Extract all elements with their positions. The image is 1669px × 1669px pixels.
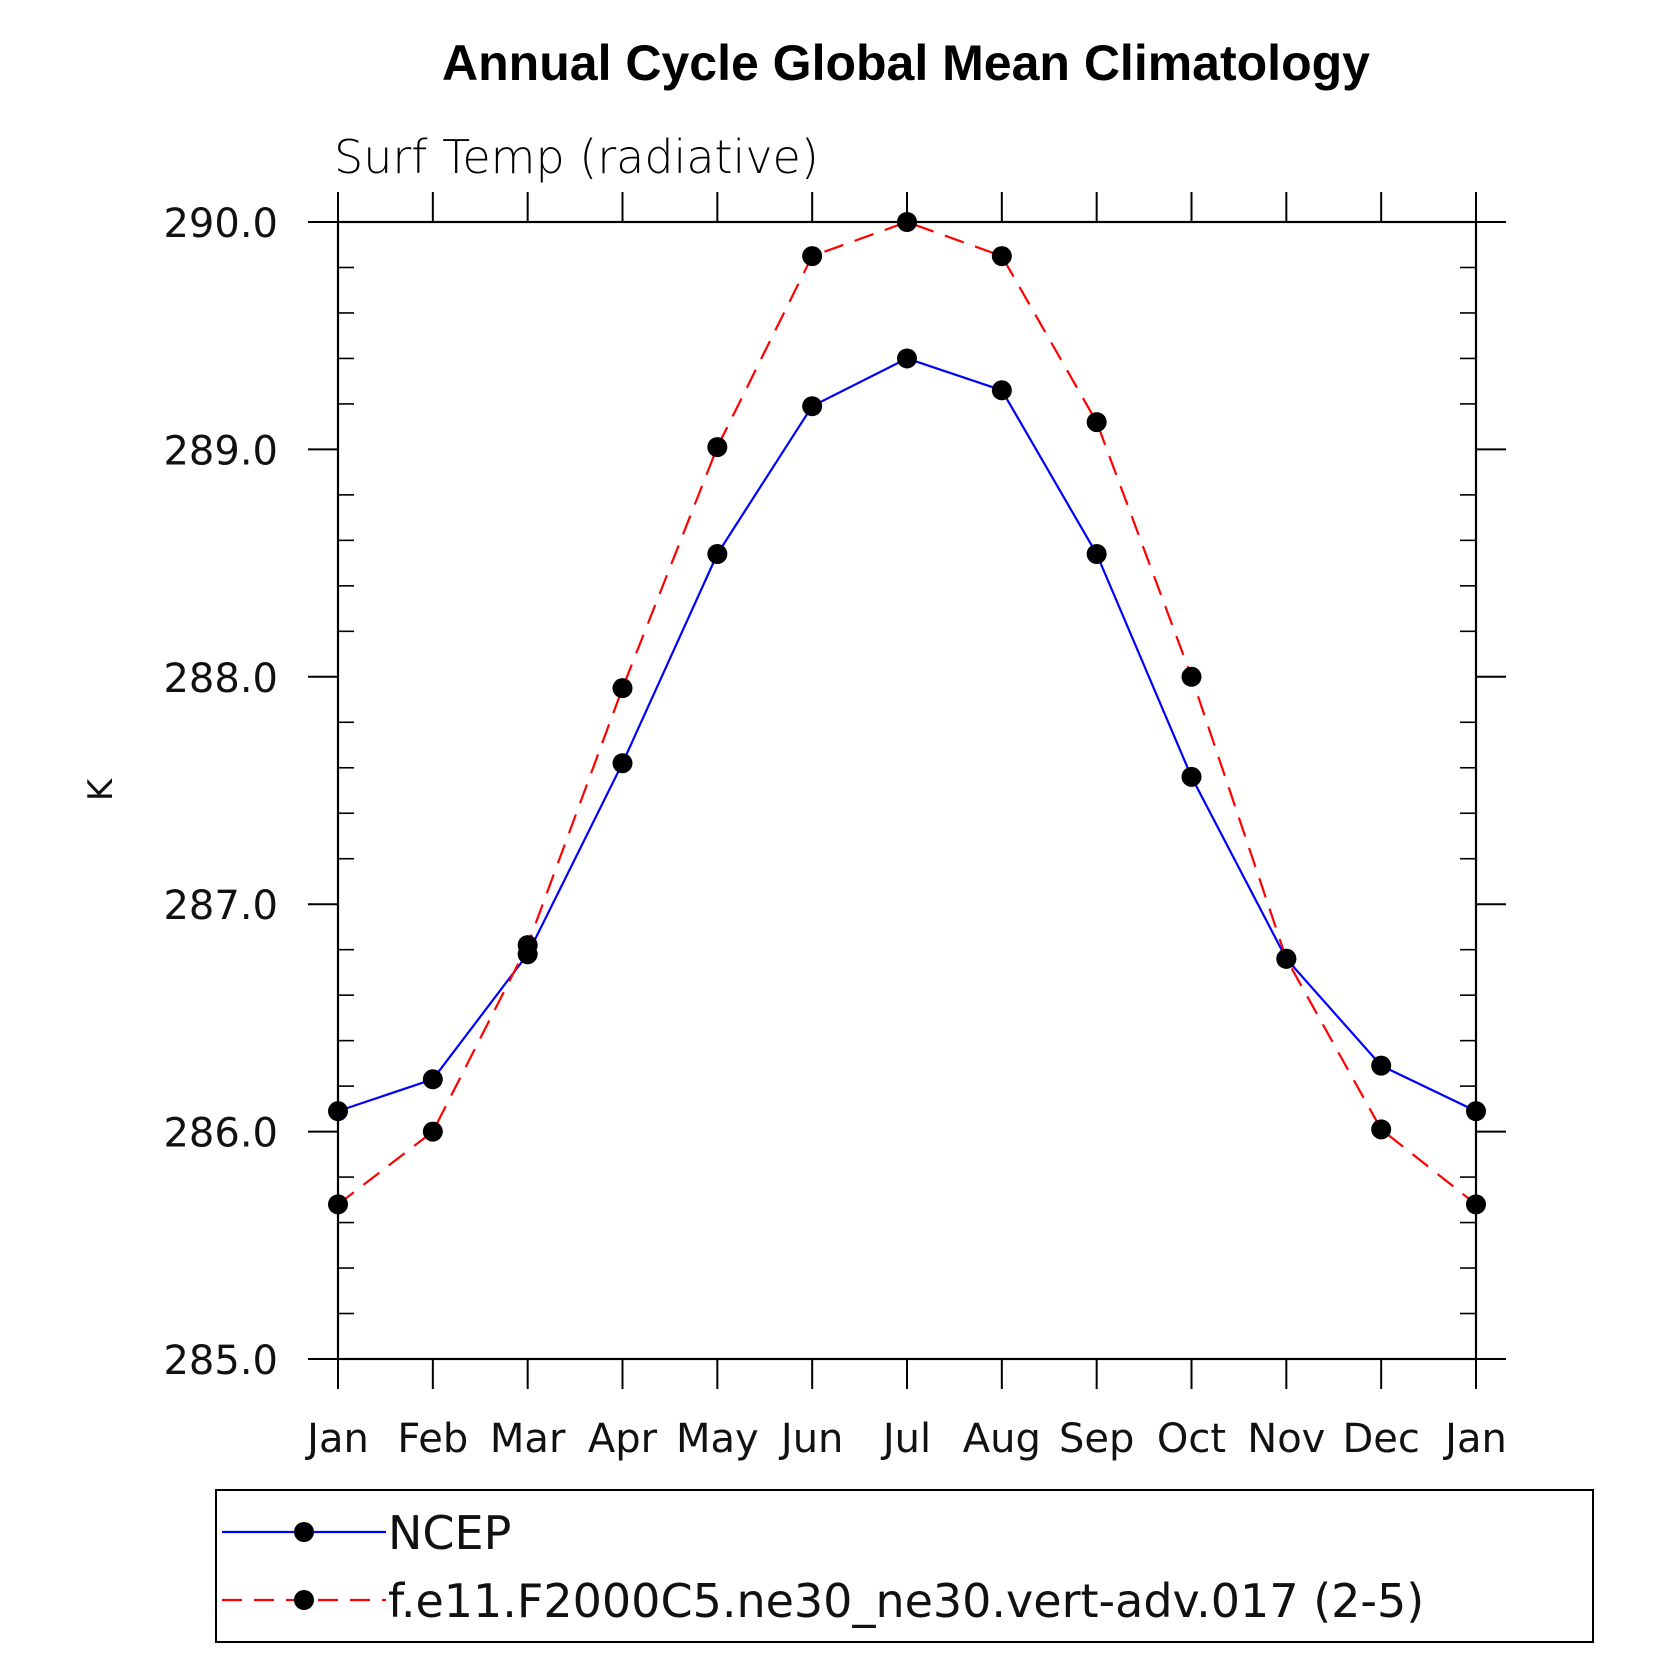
y-tick-label: 286.0 xyxy=(163,1111,278,1157)
x-tick-label: Aug xyxy=(963,1416,1041,1462)
data-point-series-0 xyxy=(328,1101,348,1122)
x-tick-label: Nov xyxy=(1247,1416,1325,1462)
data-point-series-0 xyxy=(897,348,917,369)
y-axis-label: K xyxy=(81,777,121,801)
data-point-series-1 xyxy=(707,437,728,458)
data-point-series-0 xyxy=(1466,1101,1486,1122)
legend: NCEP f.e11.F2000C5.ne30_ne30.vert-adv.01… xyxy=(215,1489,1594,1643)
data-point-series-0 xyxy=(707,544,728,565)
y-tick-label: 288.0 xyxy=(163,656,278,702)
data-point-series-0 xyxy=(612,753,633,774)
plot-frame xyxy=(336,220,1478,1361)
data-point-series-0 xyxy=(1181,766,1202,787)
legend-label-model: f.e11.F2000C5.ne30_ne30.vert-adv.017 (2-… xyxy=(388,1574,1424,1628)
legend-label-ncep: NCEP xyxy=(388,1506,511,1560)
data-point-series-1 xyxy=(1276,948,1297,969)
chart-title: Annual Cycle Global Mean Climatology xyxy=(442,35,1370,91)
data-point-series-1 xyxy=(1371,1119,1392,1140)
data-point-series-1 xyxy=(612,678,633,699)
x-tick-label: Jan xyxy=(1442,1416,1507,1462)
x-tick-label: Oct xyxy=(1157,1416,1226,1462)
data-point-series-1 xyxy=(897,212,917,232)
data-point-series-0 xyxy=(991,380,1012,401)
data-point-series-1 xyxy=(802,246,823,267)
data-point-series-1 xyxy=(517,935,538,956)
legend-marker-ncep xyxy=(294,1522,314,1542)
data-point-series-1 xyxy=(1181,666,1202,687)
data-point-series-1 xyxy=(422,1121,443,1142)
plot-border xyxy=(336,220,1478,1361)
x-tick-label: Jan xyxy=(304,1416,369,1462)
x-tick-label: May xyxy=(676,1416,759,1462)
y-tick-label: 289.0 xyxy=(163,428,278,474)
data-point-series-0 xyxy=(1086,544,1107,565)
data-point-series-1 xyxy=(991,246,1012,267)
data-point-series-0 xyxy=(802,396,823,417)
data-point-series-1 xyxy=(1086,412,1107,433)
data-point-series-1 xyxy=(328,1194,348,1215)
x-tick-label: Feb xyxy=(397,1416,468,1462)
y-tick-label: 285.0 xyxy=(163,1338,278,1384)
series-line-1 xyxy=(337,220,1477,1206)
y-tick-labels: 285.0 286.0 287.0 288.0 289.0 290.0 xyxy=(163,201,278,1384)
x-tick-label: Dec xyxy=(1342,1416,1419,1462)
data-point-series-0 xyxy=(1371,1055,1392,1076)
x-tick-label: Apr xyxy=(588,1416,658,1462)
y-tick-label: 290.0 xyxy=(163,201,278,247)
y-tick-label: 287.0 xyxy=(163,883,278,929)
x-tick-label: Jul xyxy=(880,1416,931,1462)
data-point-series-1 xyxy=(1466,1194,1486,1215)
x-tick-label: Mar xyxy=(490,1416,566,1462)
axis-ticks xyxy=(308,192,1506,1389)
x-tick-labels: Jan Feb Mar Apr May Jun Jul Aug Sep Oct Nov Dec Jan xyxy=(304,1416,1507,1462)
legend-box xyxy=(215,1489,1594,1643)
chart-subtitle: Surf Temp (radiative) xyxy=(334,130,819,184)
x-tick-label: Sep xyxy=(1059,1416,1134,1462)
legend-marker-model xyxy=(294,1590,314,1610)
data-point-series-0 xyxy=(422,1069,443,1090)
x-tick-label: Jun xyxy=(778,1416,844,1462)
series-line-0 xyxy=(337,357,1477,1113)
series-layer xyxy=(328,212,1486,1215)
